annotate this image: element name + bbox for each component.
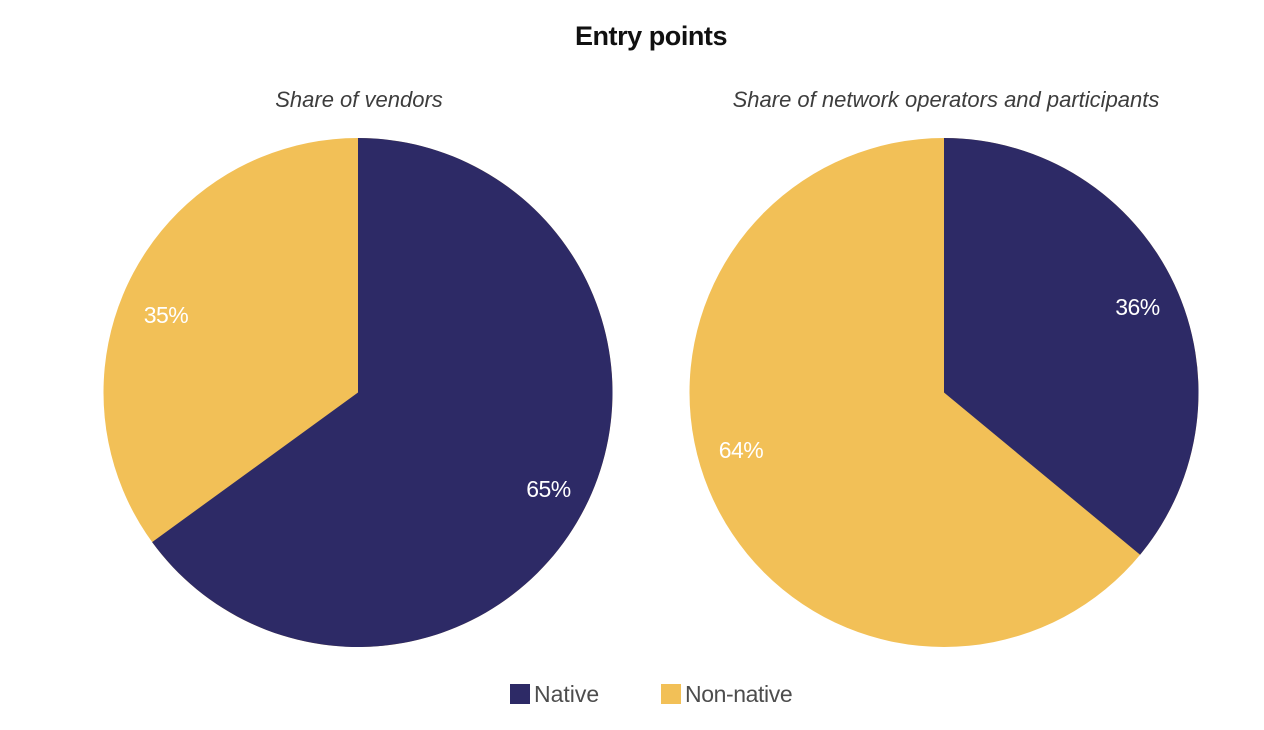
svg-text:36%: 36% bbox=[1115, 294, 1160, 320]
svg-text:65%: 65% bbox=[526, 476, 571, 502]
svg-text:Entry points: Entry points bbox=[575, 21, 727, 51]
svg-text:Non-native: Non-native bbox=[685, 681, 792, 707]
svg-text:Native: Native bbox=[534, 681, 599, 707]
svg-text:Share of vendors: Share of vendors bbox=[275, 87, 443, 112]
svg-text:35%: 35% bbox=[144, 302, 189, 328]
svg-text:Share of network operators and: Share of network operators and participa… bbox=[733, 87, 1160, 112]
svg-text:64%: 64% bbox=[719, 437, 764, 463]
